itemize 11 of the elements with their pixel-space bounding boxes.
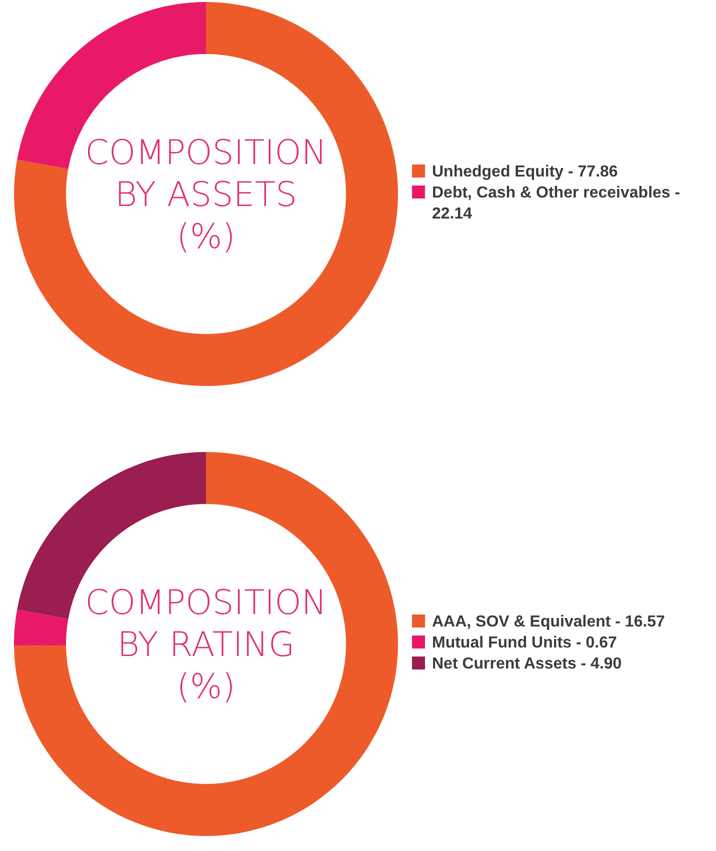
donut-slice xyxy=(14,610,68,646)
data-label: 22.14 xyxy=(432,206,472,222)
legend-label: Net Current Assets - 4.90 xyxy=(432,656,622,672)
legend-label: AAA, SOV & Equivalent - 16.57 xyxy=(432,614,666,630)
text: COMPOSITION BY ASSETS (%) xyxy=(85,133,327,257)
text: COMPOSITION BY RATING (%) xyxy=(85,583,327,707)
legend-label: Unhedged Equity - 77.86 xyxy=(432,164,618,180)
donut-slice xyxy=(14,2,398,386)
legend-label: Mutual Fund Units - 0.67 xyxy=(432,634,617,652)
donut-slice xyxy=(14,452,398,836)
legend-label: Debt, Cash & Other receivables - xyxy=(432,184,680,202)
